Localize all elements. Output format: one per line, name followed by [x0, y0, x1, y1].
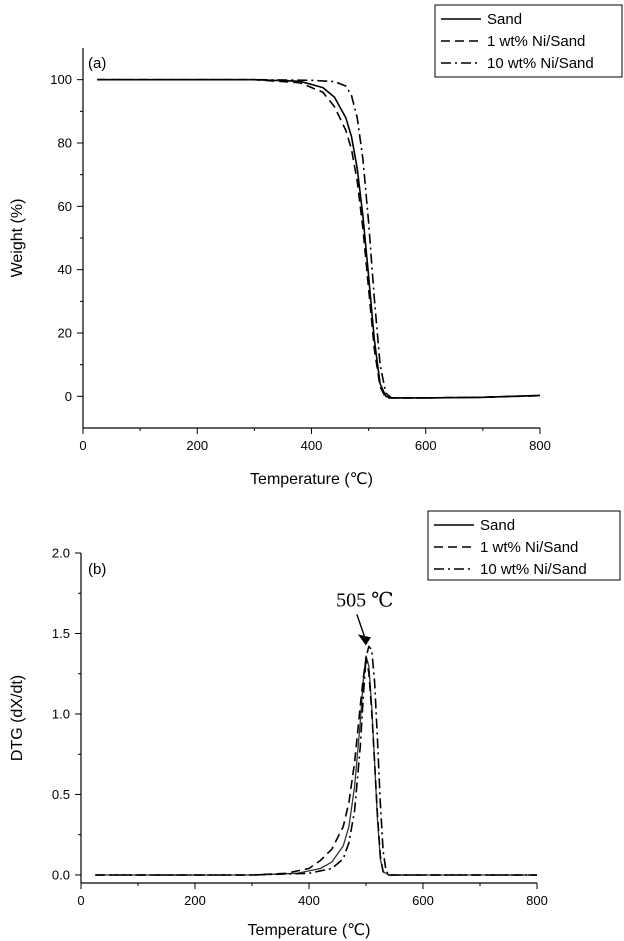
x-tick-label: 0 — [79, 438, 86, 453]
series-line — [97, 78, 541, 399]
x-tick-label: 200 — [184, 893, 206, 908]
x-tick-label: 800 — [526, 893, 548, 908]
chart-panel-b: 0 200 400 600 800 0.0 0.5 1.0 1.5 2.0 Temperature … — [9, 510, 621, 939]
x-tick-label: 400 — [298, 893, 320, 908]
y-tick-label: 0.0 — [52, 867, 70, 882]
y-tick-label: 20 — [58, 326, 72, 341]
annotation-label: 505 ℃ — [336, 589, 393, 611]
legend-label: Sand — [480, 517, 515, 534]
y-tick-label: 0 — [65, 389, 72, 404]
series-line — [97, 78, 541, 399]
legend-label: 1 wt% Ni/Sand — [487, 33, 585, 50]
y-axis-label: Weight (%) — [9, 199, 26, 278]
x-tick-label: 600 — [412, 893, 434, 908]
legend-box — [434, 4, 623, 78]
y-tick-label: 60 — [58, 199, 72, 214]
x-axis-label: Temperature (℃) — [250, 471, 373, 488]
y-tick-label: 1.0 — [52, 706, 70, 721]
x-tick-label: 400 — [301, 438, 323, 453]
series-line — [97, 78, 541, 399]
series-line — [95, 645, 537, 876]
x-tick-label: 800 — [529, 438, 551, 453]
y-tick-label: 40 — [58, 262, 72, 277]
legend-label: 1 wt% Ni/Sand — [480, 539, 578, 556]
legend-label: 10 wt% Ni/Sand — [480, 561, 587, 578]
x-tick-label: 600 — [415, 438, 437, 453]
y-tick-label: 2.0 — [52, 546, 70, 561]
y-axis-label: DTG (dX/dt) — [9, 675, 26, 761]
legend-label: 10 wt% Ni/Sand — [487, 55, 594, 72]
y-tick-label: 80 — [58, 136, 72, 151]
x-tick-label: 200 — [186, 438, 208, 453]
y-tick-label: 1.5 — [52, 626, 70, 641]
series-line — [95, 658, 537, 876]
y-tick-label: 0.5 — [52, 787, 70, 802]
chart-panel-a: 0 200 400 600 800 0 20 40 60 80 100 Temperature (℃)… — [9, 4, 623, 488]
panel-label: (a) — [88, 55, 106, 72]
x-axis-label: Temperature (℃) — [248, 922, 371, 939]
y-tick-label: 100 — [50, 72, 72, 87]
panel-label: (b) — [88, 561, 106, 578]
legend-label: Sand — [487, 11, 522, 28]
series-line — [95, 655, 537, 876]
annotation-arrow-head — [357, 634, 371, 646]
x-tick-label: 0 — [77, 893, 84, 908]
